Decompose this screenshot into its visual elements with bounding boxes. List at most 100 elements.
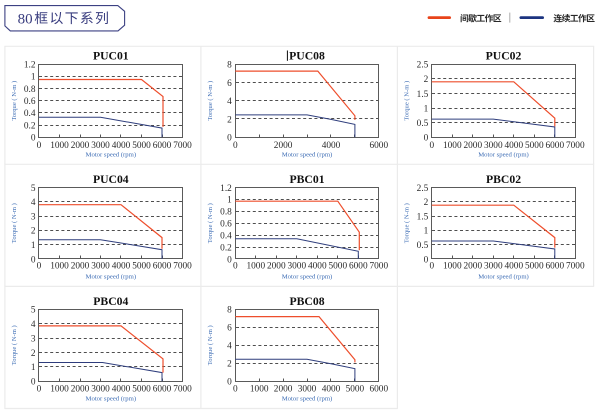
svg-text:PUC04: PUC04	[93, 173, 129, 186]
svg-text:1000: 1000	[50, 262, 69, 272]
svg-text:2000: 2000	[267, 262, 286, 272]
svg-text:5000: 5000	[132, 262, 151, 272]
svg-text:1: 1	[31, 241, 36, 251]
svg-text:1000: 1000	[50, 384, 69, 394]
svg-text:7000: 7000	[370, 262, 389, 272]
svg-text:0: 0	[227, 255, 232, 265]
svg-text:6000: 6000	[153, 141, 172, 151]
svg-text:2: 2	[31, 227, 36, 237]
svg-text:0.6: 0.6	[220, 220, 232, 230]
svg-text:0.5: 0.5	[417, 241, 429, 251]
svg-text:7000: 7000	[566, 141, 585, 151]
svg-text:7000: 7000	[173, 262, 192, 272]
svg-text:Motor speed (rpm): Motor speed (rpm)	[282, 273, 333, 280]
svg-text:Motor speed (rpm): Motor speed (rpm)	[282, 152, 333, 159]
svg-text:1: 1	[424, 227, 429, 237]
svg-text:3000: 3000	[298, 384, 317, 394]
svg-text:0.4: 0.4	[24, 109, 36, 119]
svg-text:3: 3	[31, 334, 36, 344]
svg-text:1.5: 1.5	[417, 212, 429, 222]
svg-text:1: 1	[424, 104, 429, 114]
svg-text:4000: 4000	[112, 262, 131, 272]
svg-text:Motor speed (rpm): Motor speed (rpm)	[282, 395, 333, 402]
svg-text:Motor speed (rpm): Motor speed (rpm)	[478, 273, 529, 280]
svg-text:2: 2	[227, 360, 232, 370]
svg-text:5000: 5000	[525, 141, 544, 151]
svg-text:2: 2	[424, 75, 429, 85]
svg-text:3000: 3000	[91, 262, 110, 272]
svg-text:5000: 5000	[525, 262, 544, 272]
svg-text:PBC08: PBC08	[289, 295, 324, 308]
svg-text:0: 0	[37, 262, 42, 272]
svg-text:0: 0	[37, 141, 42, 151]
svg-text:6000: 6000	[370, 384, 389, 394]
svg-text:1.2: 1.2	[24, 61, 36, 71]
svg-text:3: 3	[31, 212, 36, 222]
svg-text:0: 0	[37, 384, 42, 394]
svg-text:1000: 1000	[443, 262, 462, 272]
svg-text:4: 4	[227, 342, 232, 352]
svg-text:5: 5	[31, 306, 36, 316]
svg-text:0.8: 0.8	[220, 208, 232, 218]
svg-text:Torque ( N-m ): Torque ( N-m )	[207, 325, 214, 365]
svg-text:4: 4	[31, 198, 36, 208]
svg-text:80: 80	[18, 12, 33, 28]
svg-text:0.5: 0.5	[417, 119, 429, 129]
svg-text:7000: 7000	[173, 384, 192, 394]
svg-text:Torque ( N-m ): Torque ( N-m )	[11, 81, 18, 121]
svg-text:PBC04: PBC04	[93, 295, 128, 308]
svg-text:Motor speed (rpm): Motor speed (rpm)	[86, 152, 137, 159]
svg-text:6: 6	[227, 79, 232, 89]
svg-text:0.8: 0.8	[24, 85, 36, 95]
svg-text:2000: 2000	[464, 262, 483, 272]
svg-text:1: 1	[31, 363, 36, 373]
svg-text:2000: 2000	[464, 141, 483, 151]
svg-text:6: 6	[227, 324, 232, 334]
svg-text:Torque ( N-m ): Torque ( N-m )	[404, 203, 411, 243]
svg-text:0: 0	[31, 255, 36, 265]
svg-text:0: 0	[31, 134, 36, 144]
svg-text:2000: 2000	[71, 141, 90, 151]
svg-text:0: 0	[31, 378, 36, 388]
svg-text:5000: 5000	[132, 384, 151, 394]
svg-text:5000: 5000	[132, 141, 151, 151]
svg-text:4000: 4000	[112, 141, 131, 151]
svg-text:1.5: 1.5	[417, 90, 429, 100]
svg-text:6000: 6000	[153, 262, 172, 272]
svg-text:6000: 6000	[546, 262, 565, 272]
svg-text:2000: 2000	[274, 141, 293, 151]
svg-text:5000: 5000	[346, 384, 365, 394]
svg-text:2: 2	[424, 198, 429, 208]
svg-text:0: 0	[233, 262, 238, 272]
svg-text:8: 8	[227, 61, 232, 71]
svg-text:2000: 2000	[71, 262, 90, 272]
svg-text:0.2: 0.2	[24, 121, 36, 131]
svg-text:4000: 4000	[322, 384, 341, 394]
svg-text:2.5: 2.5	[417, 61, 429, 71]
svg-text:1: 1	[227, 196, 232, 206]
svg-text:2000: 2000	[274, 384, 293, 394]
svg-text:Torque ( N-m ): Torque ( N-m )	[404, 81, 411, 121]
svg-text:3000: 3000	[91, 141, 110, 151]
svg-text:0: 0	[227, 134, 232, 144]
svg-text:PBC02: PBC02	[486, 173, 521, 186]
svg-text:0: 0	[233, 141, 238, 151]
svg-text:0: 0	[429, 141, 434, 151]
svg-text:1: 1	[31, 73, 36, 83]
svg-text:Motor speed (rpm): Motor speed (rpm)	[478, 152, 529, 159]
svg-text:Torque ( N-m ): Torque ( N-m )	[207, 203, 214, 243]
svg-text:7000: 7000	[173, 141, 192, 151]
svg-text:4000: 4000	[322, 141, 341, 151]
svg-text:3000: 3000	[484, 262, 503, 272]
svg-text:0: 0	[429, 262, 434, 272]
svg-text:3000: 3000	[484, 141, 503, 151]
svg-text:PUC02: PUC02	[486, 50, 522, 63]
svg-text:1000: 1000	[247, 262, 266, 272]
svg-text:3000: 3000	[91, 384, 110, 394]
svg-text:5: 5	[31, 184, 36, 194]
svg-text:0.6: 0.6	[24, 97, 36, 107]
svg-text:4000: 4000	[505, 141, 524, 151]
svg-text:2.5: 2.5	[417, 184, 429, 194]
svg-text:Torque ( N-m ): Torque ( N-m )	[11, 325, 18, 365]
svg-text:4000: 4000	[308, 262, 327, 272]
